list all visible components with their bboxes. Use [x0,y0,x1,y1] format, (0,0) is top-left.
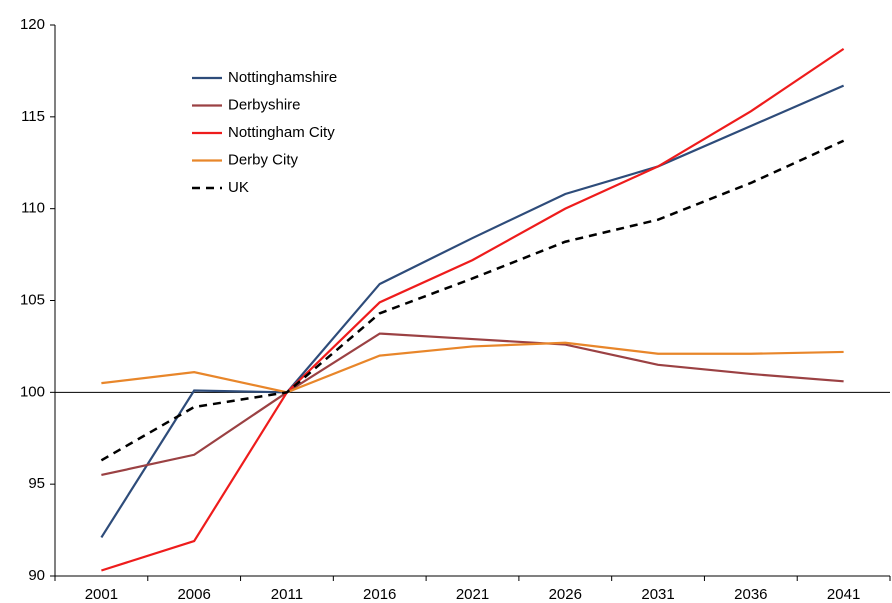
x-tick-label: 2036 [734,586,767,603]
x-tick-label: 2021 [456,586,489,603]
y-tick-label: 110 [21,200,45,217]
y-tick-label: 120 [20,16,45,33]
legend-label: Nottingham City [228,124,335,141]
series-line [101,341,844,394]
y-tick-label: 100 [20,383,45,400]
series-line [100,139,845,462]
y-tick-label: 105 [20,291,45,308]
legend-label: Nottinghamshire [228,69,337,86]
legend-label: Derbyshire [228,96,301,113]
y-tick-label: 115 [21,108,45,125]
legend-label: Derby City [228,151,299,168]
y-tick-label: 90 [28,567,45,584]
x-tick-label: 2006 [177,586,210,603]
series-line [100,84,845,539]
x-tick-label: 2041 [827,586,860,603]
x-tick-label: 2011 [271,586,303,603]
x-tick-label: 2026 [549,586,582,603]
legend-label: UK [228,179,249,196]
series-line [101,47,845,572]
y-tick-label: 95 [28,475,45,492]
x-tick-label: 2016 [363,586,396,603]
x-tick-label: 2031 [641,586,674,603]
series-line [101,332,844,477]
x-tick-label: 2001 [85,586,118,603]
